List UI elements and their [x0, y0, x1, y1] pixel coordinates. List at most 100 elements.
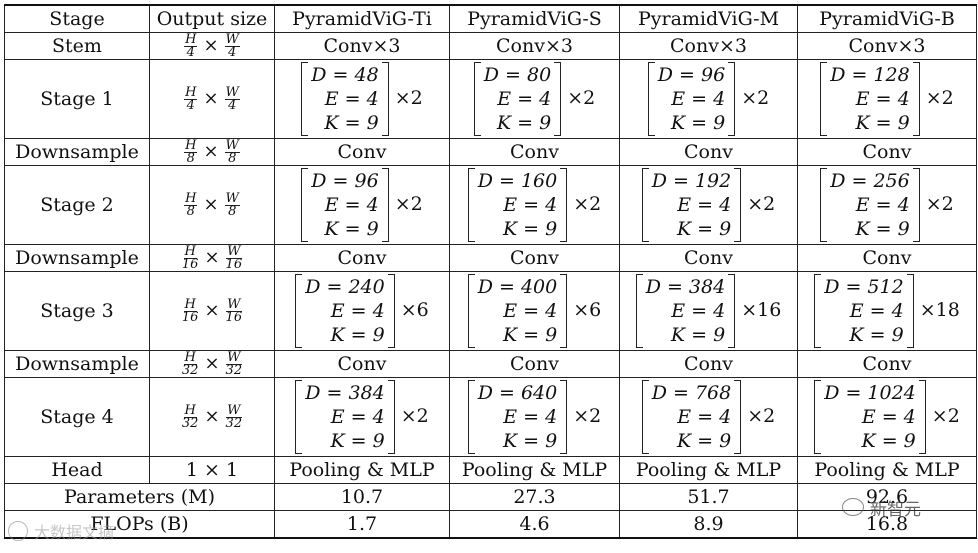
fraction-w: W 16 — [225, 243, 243, 272]
dim-d: D = 80 — [483, 64, 552, 86]
dim-e: E = 4 — [855, 194, 910, 216]
dim-e: E = 4 — [855, 88, 910, 110]
table-cell: 10.7 — [274, 483, 450, 511]
repeat-multiplier: ×2 — [573, 405, 602, 427]
table-cell: Pooling & MLP — [619, 456, 798, 484]
right-bracket — [381, 168, 389, 242]
table-cell: Conv — [619, 138, 798, 166]
right-bracket — [554, 62, 562, 136]
table-cell: Conv×3 — [449, 32, 620, 60]
output-size: H 8 × W 8 — [149, 138, 275, 166]
dim-d: D = 160 — [477, 170, 558, 192]
table-cell: Conv — [274, 350, 450, 378]
dim-k: K = 9 — [676, 430, 732, 452]
left-bracket — [301, 62, 309, 136]
left-bracket — [635, 274, 643, 348]
dim-k: K = 9 — [324, 112, 379, 134]
dim-k: K = 9 — [502, 324, 558, 346]
repeat-multiplier: ×2 — [931, 405, 960, 427]
table-cell: Conv×3 — [797, 32, 977, 60]
left-bracket — [467, 168, 475, 242]
watermark-left: 大数据文摘 — [8, 518, 158, 544]
dim-k: K = 9 — [670, 112, 726, 134]
left-bracket — [641, 380, 649, 454]
right-bracket — [734, 168, 742, 242]
table-cell: Conv×3 — [619, 32, 798, 60]
repeat-multiplier: ×2 — [747, 193, 776, 215]
repeat-multiplier: ×2 — [925, 193, 954, 215]
output-size: H 32 × W 32 — [149, 377, 275, 457]
dim-d: D = 128 — [830, 64, 910, 86]
dim-k: K = 9 — [324, 218, 379, 240]
wechat-logo-icon — [842, 498, 864, 516]
dim-d: D = 96 — [311, 170, 379, 192]
repeat-multiplier: ×2 — [394, 87, 423, 109]
left-bracket — [814, 274, 822, 348]
output-size: 1 × 1 — [149, 456, 275, 484]
table-cell: Conv — [449, 350, 620, 378]
table-cell: 4.6 — [449, 510, 620, 539]
repeat-multiplier: ×16 — [741, 299, 782, 321]
row-label: Head — [4, 456, 150, 484]
fraction-h: H 16 — [181, 296, 199, 325]
header-row: Stage Output size PyramidViG-Ti PyramidV… — [4, 4, 977, 33]
fraction-h: H 32 — [181, 402, 199, 431]
right-bracket — [728, 274, 736, 348]
fraction-w: W 32 — [225, 402, 243, 431]
left-bracket — [647, 62, 655, 136]
architecture-table-container: Stage Output size PyramidViG-Ti PyramidV… — [4, 4, 977, 539]
dim-k: K = 9 — [855, 112, 910, 134]
table-cell: Pooling & MLP — [449, 456, 620, 484]
table-cell: Conv — [449, 244, 620, 272]
left-bracket — [820, 62, 828, 136]
table-cell: 1.7 — [274, 510, 450, 539]
downsample-row: Downsample H 32 × W 32 Conv Conv Conv Conv — [4, 350, 977, 378]
dim-e: E = 4 — [503, 194, 558, 216]
output-size: H 8 × W 8 — [149, 165, 275, 245]
row-label: Downsample — [4, 350, 150, 378]
left-bracket — [467, 380, 475, 454]
header-s: PyramidViG-S — [449, 4, 620, 33]
dim-d: D = 240 — [305, 276, 385, 298]
dim-e: E = 4 — [330, 406, 385, 428]
fraction-w: W 16 — [225, 296, 243, 325]
table-cell: Conv — [449, 138, 620, 166]
flops-row: FLOPs (B) 1.7 4.6 8.9 16.8 — [4, 510, 977, 539]
pyramid-vig-architecture-table: Stage Output size PyramidViG-Ti PyramidV… — [4, 4, 977, 539]
dim-k: K = 9 — [330, 430, 385, 452]
header-stage: Stage — [4, 4, 150, 33]
table-cell: Pooling & MLP — [797, 456, 977, 484]
repeat-multiplier: ×2 — [394, 193, 423, 215]
row-label: Stage 3 — [4, 271, 150, 351]
dim-e: E = 4 — [503, 406, 558, 428]
right-bracket — [387, 380, 395, 454]
dim-k: K = 9 — [496, 112, 552, 134]
table-cell: Pooling & MLP — [274, 456, 450, 484]
output-size: H 16 × W 16 — [149, 243, 275, 272]
fraction-h: H 16 — [181, 243, 199, 272]
